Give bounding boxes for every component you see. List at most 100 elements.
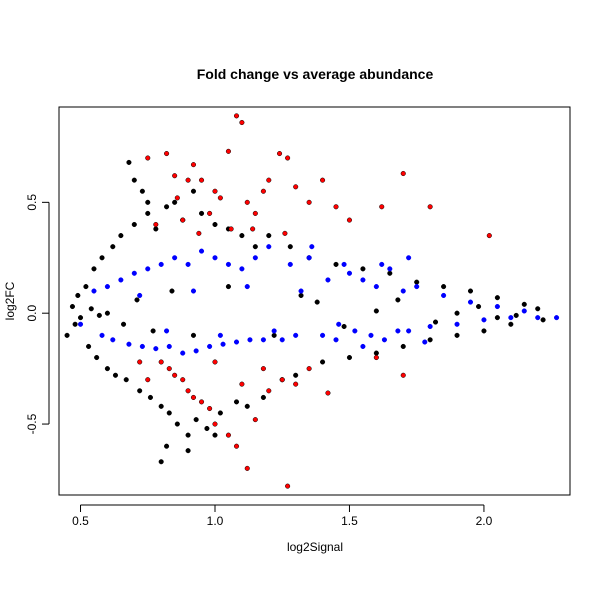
red-point [158, 359, 164, 365]
red-point [190, 162, 197, 168]
red-point [228, 226, 234, 232]
red-point [250, 226, 256, 232]
black-point [373, 308, 379, 314]
blue-point [373, 284, 379, 290]
black-point [147, 394, 153, 400]
blue-point [164, 328, 170, 334]
black-point [341, 323, 347, 330]
black-point [427, 337, 433, 343]
red-point [346, 217, 353, 223]
black-point [190, 188, 197, 194]
blue-point [287, 261, 293, 267]
red-point [137, 359, 143, 365]
blue-point [225, 261, 231, 267]
black-point [164, 443, 170, 449]
blue-point [467, 299, 474, 305]
black-point [145, 199, 151, 205]
red-point [244, 465, 250, 471]
blue-point [145, 266, 151, 272]
black-point [153, 226, 159, 232]
blue-point [521, 308, 527, 314]
black-point [217, 410, 223, 416]
black-point [266, 233, 272, 239]
black-point [96, 312, 102, 318]
red-point [207, 210, 213, 216]
blue-point [360, 343, 366, 350]
black-point [166, 410, 172, 416]
blue-point [266, 244, 272, 250]
series-red-points [137, 113, 492, 489]
black-point [320, 359, 326, 365]
black-point [494, 315, 500, 321]
y-tick-label: 0.0 [25, 305, 39, 322]
black-point [69, 303, 75, 310]
black-point [225, 284, 231, 290]
red-point [166, 366, 172, 372]
blue-point [244, 284, 250, 290]
blue-point [126, 341, 132, 347]
black-point [158, 403, 164, 409]
black-point [298, 292, 304, 299]
blue-point [508, 315, 514, 321]
plot-frame [58, 106, 571, 496]
red-point [180, 377, 186, 383]
blue-point [193, 348, 199, 354]
blue-point [346, 270, 353, 276]
blue-point [104, 284, 110, 290]
black-point [387, 270, 393, 276]
red-point [196, 230, 202, 236]
red-point [400, 170, 406, 177]
black-point [314, 299, 320, 305]
black-point [233, 399, 240, 405]
blue-point [395, 328, 401, 334]
red-point [174, 195, 180, 201]
black-point [494, 295, 500, 301]
black-point [198, 210, 205, 216]
red-point [400, 372, 406, 378]
red-point [285, 483, 291, 489]
black-point [204, 425, 210, 432]
blue-point [293, 332, 299, 338]
blue-point [454, 321, 460, 327]
blue-point [185, 261, 191, 267]
red-point [333, 204, 339, 210]
red-point [306, 366, 312, 372]
blue-point [336, 321, 342, 327]
black-point [252, 244, 258, 250]
black-point [476, 303, 482, 310]
black-point [432, 319, 439, 325]
blue-point [554, 315, 560, 321]
red-point [325, 390, 331, 396]
red-point [172, 372, 178, 378]
blue-point [341, 261, 347, 267]
y-tick-label: -0.5 [25, 413, 39, 434]
black-point [118, 233, 124, 239]
black-point [535, 306, 541, 312]
blue-point [368, 332, 374, 338]
red-point [279, 377, 285, 383]
blue-point [381, 337, 387, 343]
black-point [134, 297, 140, 303]
blue-point [190, 288, 197, 294]
blue-point [379, 261, 385, 267]
blue-point [180, 350, 186, 356]
x-tick-label: 2.0 [476, 514, 493, 528]
black-point [185, 432, 191, 438]
y-axis: -0.5 0.0 0.5 [25, 194, 50, 434]
black-point [75, 292, 81, 299]
blue-point [406, 255, 412, 261]
black-point [287, 244, 293, 250]
blue-point [360, 277, 366, 283]
black-point [91, 266, 97, 272]
black-point [104, 310, 110, 316]
blue-point [220, 341, 226, 347]
blue-point [137, 292, 143, 299]
x-tick-label: 1.5 [341, 514, 358, 528]
blue-point [158, 261, 164, 267]
blue-point [198, 248, 205, 254]
black-point [150, 328, 156, 334]
black-point [174, 421, 180, 427]
black-point [169, 288, 175, 294]
red-point [293, 381, 299, 387]
